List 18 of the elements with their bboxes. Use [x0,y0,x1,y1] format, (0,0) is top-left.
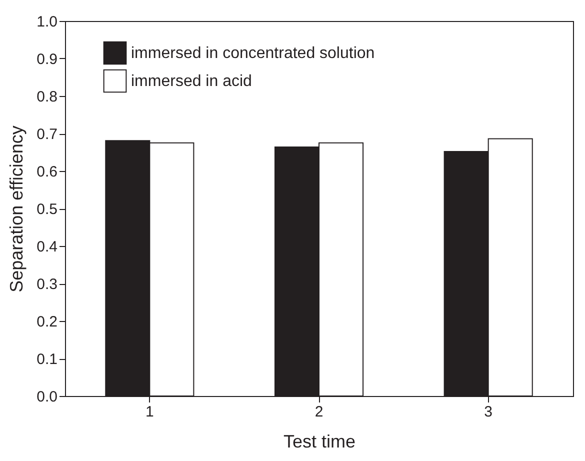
x-tick-label: 2 [314,404,324,420]
y-tick-label: 0.9 [36,51,58,68]
y-tick-label: 0.0 [36,388,58,406]
x-tick-label: 3 [484,404,493,420]
y-tick-label: 0.3 [36,276,58,293]
y-tick-label: 0.4 [36,238,58,256]
y-tick-label: 0.1 [36,351,58,368]
y-tick-label: 0.2 [36,314,58,330]
y-tick-label: 0.6 [36,164,58,180]
legend-label: immersed in concentrated solution [131,45,375,62]
legend-label: immersed in acid [131,73,252,90]
y-tick-label: 0.7 [36,126,58,143]
y-tick-label: 0.5 [36,201,58,218]
y-tick-label: 0.8 [36,88,58,106]
x-axis-title: Test time [283,432,356,452]
y-tick-label: 1.0 [36,14,58,30]
y-axis-title: Separation efficiency [6,126,27,292]
x-tick-label: 1 [145,404,154,420]
